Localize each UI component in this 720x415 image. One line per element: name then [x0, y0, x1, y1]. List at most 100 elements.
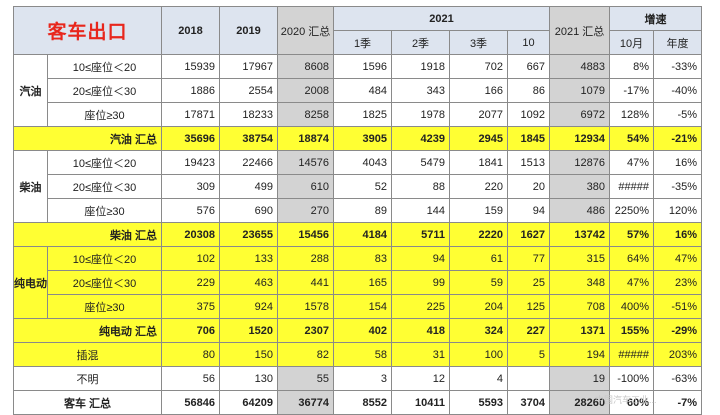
value-cell: 99: [391, 270, 450, 295]
value-cell: 2008: [277, 78, 334, 103]
table-row: 纯电动 10≤座位＜20 102 133 288 83 94 61 77 315 64% 47%: [13, 246, 702, 319]
subtotal-value: -21%: [653, 126, 702, 151]
subtotal-value: 15456: [277, 222, 334, 247]
value-cell: -35%: [653, 174, 702, 199]
subtotal-value: 1371: [549, 318, 610, 343]
summary-row: 不明 56 130 55 3 12 4 19 -100% -63%: [13, 366, 702, 391]
subtotal-value: 155%: [609, 318, 654, 343]
subtotal-label: 柴油 汇总: [13, 222, 162, 247]
value-cell: 225: [391, 294, 450, 319]
value-cell: 94: [507, 198, 550, 223]
summary-value: -100%: [609, 366, 654, 391]
subtotal-value: 4184: [333, 222, 392, 247]
value-cell: 52: [333, 174, 392, 199]
col-q1: 1季: [333, 30, 392, 55]
subtotal-value: 227: [507, 318, 550, 343]
export-table: 客车出口 2018 2019 2020 汇总 2021 2021 汇总 增速 1季 2季 3季 10…: [13, 6, 702, 415]
summary-value: 31: [391, 342, 450, 367]
value-cell: 2250%: [609, 198, 654, 223]
summary-value: 58: [333, 342, 392, 367]
subtotal-value: 706: [161, 318, 220, 343]
seat-range-label: 10≤座位＜20: [47, 246, 162, 271]
subtotal-value: 2220: [449, 222, 508, 247]
value-cell: 94: [391, 246, 450, 271]
summary-value: 194: [549, 342, 610, 367]
value-cell: 315: [549, 246, 610, 271]
value-cell: 690: [219, 198, 278, 223]
value-cell: 463: [219, 270, 278, 295]
value-cell: 270: [277, 198, 334, 223]
subtotal-value: 18874: [277, 126, 334, 151]
seat-range-label: 座位≥30: [47, 294, 162, 319]
value-cell: 102: [161, 246, 220, 271]
value-cell: -5%: [653, 102, 702, 127]
value-cell: 1978: [391, 102, 450, 127]
summary-value: 8552: [333, 390, 392, 415]
value-cell: 88: [391, 174, 450, 199]
value-cell: 8608: [277, 54, 334, 79]
value-cell: 380: [549, 174, 610, 199]
value-cell: 1841: [449, 150, 508, 175]
summary-value: 4: [449, 366, 508, 391]
subtotal-value: 13742: [549, 222, 610, 247]
col-2021: 2021: [333, 6, 550, 31]
value-cell: 1513: [507, 150, 550, 175]
value-cell: 708: [549, 294, 610, 319]
value-cell: 12876: [549, 150, 610, 175]
subtotal-value: 1845: [507, 126, 550, 151]
value-cell: 144: [391, 198, 450, 223]
value-cell: 441: [277, 270, 334, 295]
subtotal-value: 5711: [391, 222, 450, 247]
value-cell: 4883: [549, 54, 610, 79]
summary-value: 56: [161, 366, 220, 391]
value-cell: 18233: [219, 102, 278, 127]
summary-value: 56846: [161, 390, 220, 415]
value-cell: 924: [219, 294, 278, 319]
seat-range-label: 座位≥30: [47, 102, 162, 127]
value-cell: 5479: [391, 150, 450, 175]
subtotal-value: 324: [449, 318, 508, 343]
value-cell: #####: [609, 174, 654, 199]
value-cell: 47%: [653, 246, 702, 271]
fuel-type-label: 汽油: [13, 54, 48, 127]
summary-value: 130: [219, 366, 278, 391]
value-cell: 1596: [333, 54, 392, 79]
value-cell: 64%: [609, 246, 654, 271]
summary-value: -7%: [653, 390, 702, 415]
value-cell: 2554: [219, 78, 278, 103]
subtotal-row: 柴油 汇总 20308 23655 15456 4184 5711 2220 1627 1374…: [13, 222, 702, 247]
value-cell: 400%: [609, 294, 654, 319]
value-cell: 120%: [653, 198, 702, 223]
seat-range-label: 10≤座位＜20: [47, 150, 162, 175]
seat-range-label: 20≤座位＜30: [47, 174, 162, 199]
value-cell: 702: [449, 54, 508, 79]
col-q2: 2季: [391, 30, 450, 55]
table-row: 座位≥30 375 924 1578 154 225 204 125 708 400% -51%: [14, 294, 702, 319]
col-2018: 2018: [161, 6, 220, 55]
value-cell: 61: [449, 246, 508, 271]
value-cell: 1886: [161, 78, 220, 103]
summary-value: 203%: [653, 342, 702, 367]
subtotal-value: 16%: [653, 222, 702, 247]
table-row: 20≤座位＜30 229 463 441 165 99 59 25 348 47% 23%: [14, 270, 702, 295]
seat-range-label: 20≤座位＜30: [47, 78, 162, 103]
col-2019: 2019: [219, 6, 278, 55]
subtotal-value: 12934: [549, 126, 610, 151]
subtotal-value: 402: [333, 318, 392, 343]
subtotal-value: 54%: [609, 126, 654, 151]
value-cell: 159: [449, 198, 508, 223]
summary-value: 80: [161, 342, 220, 367]
value-cell: 288: [277, 246, 334, 271]
value-cell: -51%: [653, 294, 702, 319]
subtotal-value: 2945: [449, 126, 508, 151]
subtotal-value: 418: [391, 318, 450, 343]
seat-range-label: 20≤座位＜30: [47, 270, 162, 295]
summary-row: 插混 80 150 82 58 31 100 5 194 ##### 203%: [13, 342, 702, 367]
col-2020-label: 2020 汇总: [280, 25, 331, 38]
summary-value: 12: [391, 366, 450, 391]
value-cell: 1825: [333, 102, 392, 127]
summary-value: 55: [277, 366, 334, 391]
subheader-row: 1季 2季 3季 10 10月 年度: [14, 30, 702, 55]
subtotal-value: 57%: [609, 222, 654, 247]
summary-value: 5: [507, 342, 550, 367]
